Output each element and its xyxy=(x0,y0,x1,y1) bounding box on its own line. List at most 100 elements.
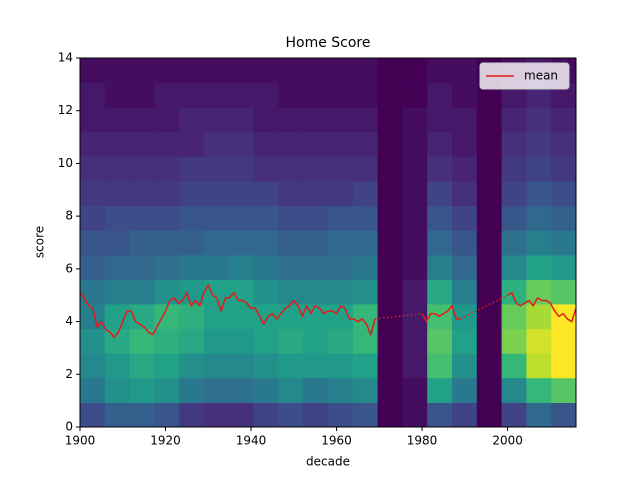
heatmap-cell xyxy=(501,230,527,256)
heatmap-cell xyxy=(179,156,205,182)
mean-line xyxy=(421,305,461,323)
heatmap-cell xyxy=(377,230,403,256)
heatmap-cell xyxy=(303,377,329,403)
heatmap-cell xyxy=(377,353,403,379)
heatmap-cell xyxy=(278,230,304,256)
heatmap-cell xyxy=(476,353,503,379)
heatmap-cell xyxy=(452,205,478,231)
gap-line xyxy=(460,294,508,320)
heatmap-cell xyxy=(129,82,155,108)
heatmap-cell xyxy=(427,205,453,231)
heatmap-cell xyxy=(278,279,304,305)
heatmap-cell xyxy=(501,156,527,182)
heatmap-cell xyxy=(228,131,255,157)
heatmap-cell xyxy=(452,279,478,305)
heatmap-cell xyxy=(80,230,106,256)
heatmap-cell xyxy=(476,303,503,330)
heatmap-cell xyxy=(80,377,106,403)
heatmap-cell xyxy=(476,131,503,157)
heatmap-cell xyxy=(551,205,577,231)
heatmap-cell xyxy=(328,230,354,256)
heatmap-cell xyxy=(129,107,155,133)
heatmap-cell xyxy=(501,205,527,231)
heatmap-cell xyxy=(179,230,205,256)
heatmap-cell xyxy=(352,377,379,403)
heatmap-cell xyxy=(154,377,180,403)
heatmap-cell xyxy=(526,156,552,182)
heatmap-cell xyxy=(551,328,577,354)
heatmap-cell xyxy=(377,402,403,428)
heatmap-cell xyxy=(526,254,552,280)
heatmap-cell xyxy=(253,377,279,403)
heatmap-cell xyxy=(526,353,552,379)
heatmap-cell xyxy=(104,303,131,330)
heatmap-cell xyxy=(328,353,354,379)
heatmap-cell xyxy=(179,205,205,231)
heatmap-cell xyxy=(427,58,453,84)
heatmap-cell xyxy=(228,205,255,231)
heatmap-cell xyxy=(328,402,354,428)
heatmap-cell xyxy=(352,254,379,280)
x-axis-label: decade xyxy=(306,455,350,469)
heatmap-cell xyxy=(377,205,403,231)
heatmap-cell xyxy=(328,181,354,207)
heatmap-cell xyxy=(328,107,354,133)
heatmap-cell xyxy=(452,353,478,379)
heatmap-cell xyxy=(328,328,354,354)
heatmap-cell xyxy=(402,377,428,403)
heatmap-cell xyxy=(204,181,230,207)
heatmap-cell xyxy=(377,181,403,207)
heatmap-cell xyxy=(476,402,503,428)
heatmap-cell xyxy=(278,107,304,133)
heatmap-cell xyxy=(526,402,552,428)
heatmap-cell xyxy=(427,279,453,305)
heatmap-cell xyxy=(278,156,304,182)
heatmap-cell xyxy=(476,156,503,182)
heatmap-cell xyxy=(204,58,230,84)
heatmap-cell xyxy=(377,156,403,182)
heatmap-cell xyxy=(80,58,106,84)
heatmap-cell xyxy=(253,254,279,280)
heatmap-cell xyxy=(352,402,379,428)
heatmap-cell xyxy=(427,353,453,379)
heatmap-cell xyxy=(154,328,180,354)
heatmap-cell xyxy=(377,58,403,84)
x-tick-label: 1900 xyxy=(65,434,96,448)
heatmap-cell xyxy=(278,402,304,428)
heatmap-cell xyxy=(402,107,428,133)
heatmap-cell xyxy=(129,181,155,207)
heatmap-cell xyxy=(303,353,329,379)
heatmap-cell xyxy=(402,254,428,280)
heatmap-cell xyxy=(328,254,354,280)
heatmap-cell xyxy=(551,230,577,256)
heatmap-cell xyxy=(501,353,527,379)
x-tick-label: 1960 xyxy=(321,434,352,448)
heatmap-cell xyxy=(154,205,180,231)
heatmap-cell xyxy=(80,353,106,379)
heatmap-cell xyxy=(526,107,552,133)
heatmap-cell xyxy=(551,181,577,207)
heatmap-cell xyxy=(104,156,131,182)
heatmap-cell xyxy=(104,279,131,305)
heatmap-cell xyxy=(526,230,552,256)
heatmap-cell xyxy=(278,131,304,157)
plot-area xyxy=(79,58,577,428)
heatmap-cell xyxy=(154,254,180,280)
heatmap-cell xyxy=(452,107,478,133)
mean-line xyxy=(507,291,577,323)
heatmap-cell xyxy=(328,131,354,157)
heatmap-cell xyxy=(204,131,230,157)
heatmap-cell xyxy=(352,230,379,256)
heatmap-cell xyxy=(228,82,255,108)
heatmap-cell xyxy=(352,181,379,207)
heatmap-cell xyxy=(551,279,577,305)
heatmap-cell xyxy=(104,205,131,231)
heatmap-cell xyxy=(402,58,428,84)
heatmap-cell xyxy=(328,58,354,84)
heatmap-cell xyxy=(501,402,527,428)
heatmap-cell xyxy=(179,353,205,379)
heatmap-cell xyxy=(377,131,403,157)
heatmap-cell xyxy=(179,107,205,133)
heatmap-cell xyxy=(80,402,106,428)
